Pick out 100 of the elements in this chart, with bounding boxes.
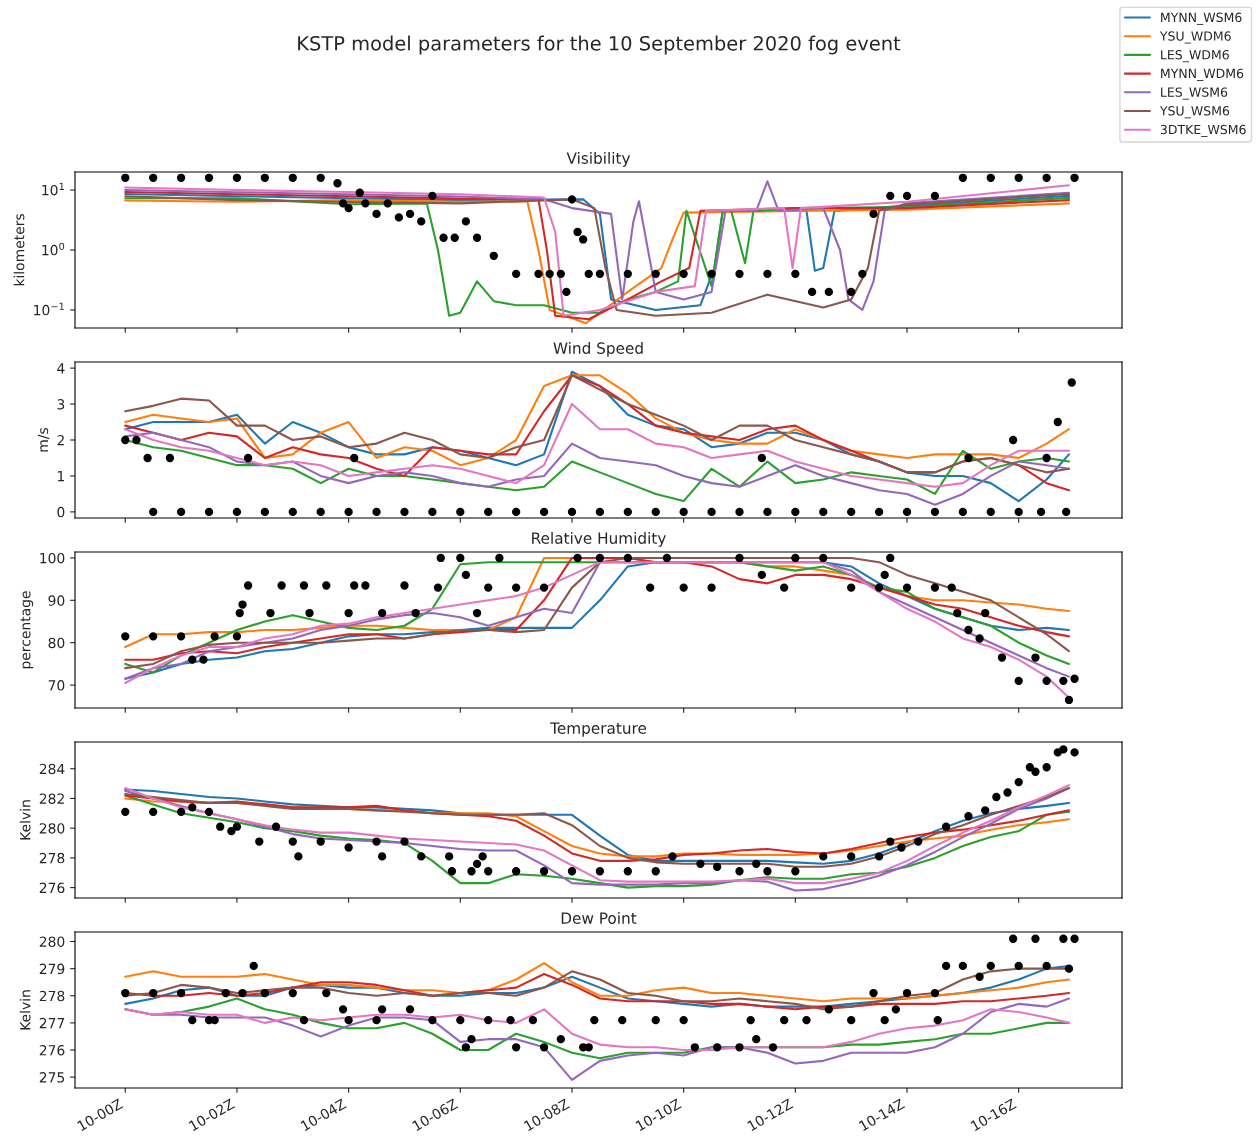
y-tick-label: 278 (39, 852, 65, 864)
point (975, 634, 984, 643)
point (1070, 748, 1079, 757)
point (902, 507, 912, 517)
point (958, 507, 968, 517)
point (947, 583, 956, 592)
point (735, 507, 744, 517)
point (757, 570, 766, 580)
point (299, 581, 309, 590)
point (539, 867, 549, 876)
point (444, 852, 454, 861)
y-axis-title: Kelvin (19, 800, 31, 840)
point (791, 553, 800, 563)
point (377, 852, 387, 861)
point (511, 867, 521, 876)
point (394, 213, 404, 222)
point (623, 269, 632, 279)
point (1036, 507, 1046, 517)
point (847, 287, 856, 297)
point (243, 581, 253, 590)
point (819, 852, 828, 861)
y-axis-title: Kelvin (19, 990, 31, 1030)
point (707, 583, 716, 592)
chart-title: Relative Humidity (532, 532, 666, 547)
point (1042, 173, 1051, 182)
point (232, 173, 242, 182)
point (573, 553, 582, 563)
point (791, 867, 800, 876)
y-tick-label: 280 (39, 936, 65, 947)
point (316, 507, 325, 517)
point (545, 269, 554, 279)
point (595, 507, 605, 517)
point (1059, 676, 1068, 686)
point (964, 625, 973, 635)
point (595, 269, 605, 279)
point (707, 507, 716, 517)
point (232, 822, 242, 831)
point (986, 173, 995, 182)
point (456, 553, 465, 563)
line-series (124, 403, 1070, 488)
point (902, 191, 912, 201)
point (149, 507, 158, 517)
point (511, 583, 521, 592)
point (461, 570, 471, 580)
y-axis-title: kilometers (13, 214, 25, 286)
chart-title: Temperature (550, 722, 647, 737)
y-tick-label: 90 (48, 595, 65, 606)
point (450, 233, 459, 242)
y-tick-label: 4 (57, 363, 65, 374)
chart-subtitle: Visibility (566, 152, 631, 167)
point (255, 837, 264, 846)
point (930, 191, 940, 201)
point (271, 822, 281, 831)
point (383, 199, 392, 208)
y-tick-label: 275 (39, 1072, 65, 1083)
y-axis-title: m/s (37, 427, 50, 452)
point (176, 807, 186, 816)
point (567, 195, 577, 204)
point (1014, 173, 1023, 182)
point (964, 812, 973, 821)
point (350, 453, 359, 463)
point (1070, 173, 1079, 182)
point (573, 227, 582, 237)
point (204, 807, 214, 816)
point (176, 632, 186, 641)
chart-title: Dew Point (561, 912, 637, 924)
point (595, 867, 605, 876)
point (679, 507, 688, 517)
point (941, 822, 951, 831)
point (472, 233, 482, 242)
point (679, 583, 688, 592)
point (1014, 777, 1023, 787)
point (1008, 435, 1018, 445)
point (539, 583, 549, 592)
y-tick-label: 10$^{−1}$ (34, 302, 64, 316)
point (1031, 653, 1040, 662)
point (439, 233, 448, 242)
point (288, 173, 297, 182)
point (260, 507, 270, 517)
point (930, 583, 940, 592)
point (405, 209, 415, 219)
point (645, 583, 655, 592)
point (400, 837, 409, 846)
point (824, 287, 834, 297)
point (1031, 767, 1040, 776)
point (562, 287, 571, 297)
point (1025, 763, 1035, 772)
legend-label: MYNN_WSM6 (1161, 12, 1242, 25)
point (886, 553, 895, 563)
point (121, 807, 130, 816)
point (1014, 507, 1023, 517)
point (986, 507, 995, 517)
point (484, 507, 493, 517)
point (333, 179, 342, 188)
point (1064, 695, 1074, 705)
point (902, 583, 912, 592)
legend-label: LES_WSM6 (1161, 87, 1228, 100)
y-tick-label: 277 (39, 1017, 65, 1029)
point (763, 867, 772, 876)
point (847, 583, 856, 592)
